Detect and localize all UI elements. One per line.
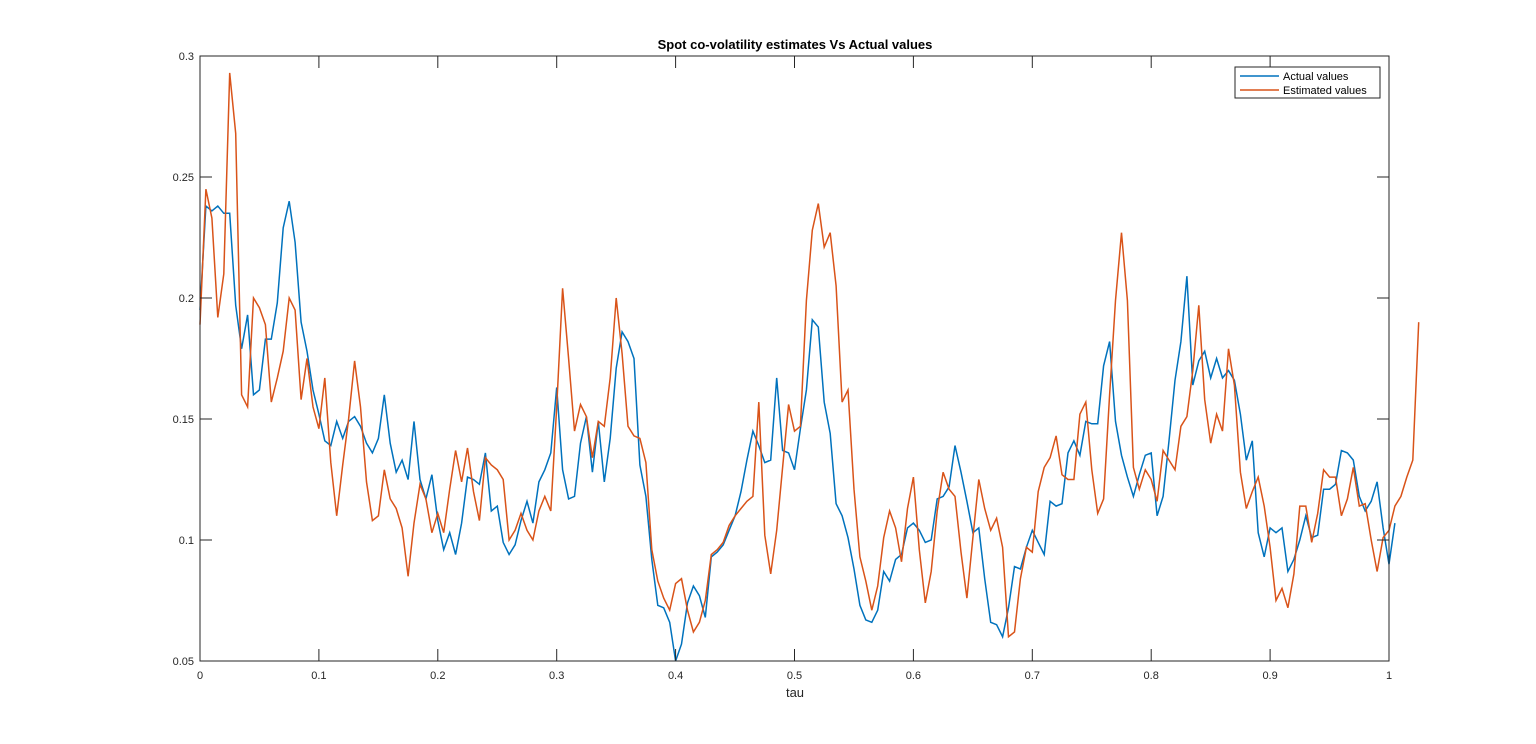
y-tick-label: 0.1 — [179, 535, 194, 547]
y-axis: 0.05 0.1 0.15 0.2 0.25 0.3 — [173, 51, 1389, 668]
legend-actual-label: Actual values — [1283, 71, 1349, 83]
x-tick-label: 0.2 — [430, 670, 445, 682]
y-tick-label: 0.2 — [179, 293, 194, 305]
legend[interactable]: Actual values Estimated values — [1234, 66, 1381, 99]
legend-estimated-label: Estimated values — [1283, 85, 1367, 97]
legend-box — [1234, 66, 1381, 99]
x-tick-label: 0.3 — [549, 670, 564, 682]
x-axis: 0 0.1 0.2 0.3 0.4 0.5 0.6 0.7 0.8 0.9 1 — [197, 56, 1392, 682]
x-tick-label: 1 — [1386, 670, 1392, 682]
axes-box — [199, 55, 1390, 662]
chart-title: Spot co-volatility estimates Vs Actual v… — [658, 37, 933, 52]
y-tick-label: 0.25 — [173, 172, 194, 184]
y-tick-label: 0.15 — [173, 414, 194, 426]
x-tick-label: 0 — [197, 670, 203, 682]
plot-area — [199, 72, 1420, 662]
x-tick-label: 0.4 — [668, 670, 683, 682]
y-tick-label: 0.3 — [179, 51, 194, 63]
x-axis-label: tau — [786, 685, 804, 700]
y-tick-label: 0.05 — [173, 656, 194, 668]
series-estimated-line — [199, 72, 1420, 639]
x-tick-label: 0.9 — [1262, 670, 1277, 682]
x-tick-label: 0.1 — [311, 670, 326, 682]
x-tick-label: 0.6 — [906, 670, 921, 682]
x-tick-label: 0.7 — [1025, 670, 1040, 682]
x-tick-label: 0.5 — [787, 670, 802, 682]
x-tick-label: 0.8 — [1144, 670, 1159, 682]
series-actual-line — [199, 201, 1396, 662]
